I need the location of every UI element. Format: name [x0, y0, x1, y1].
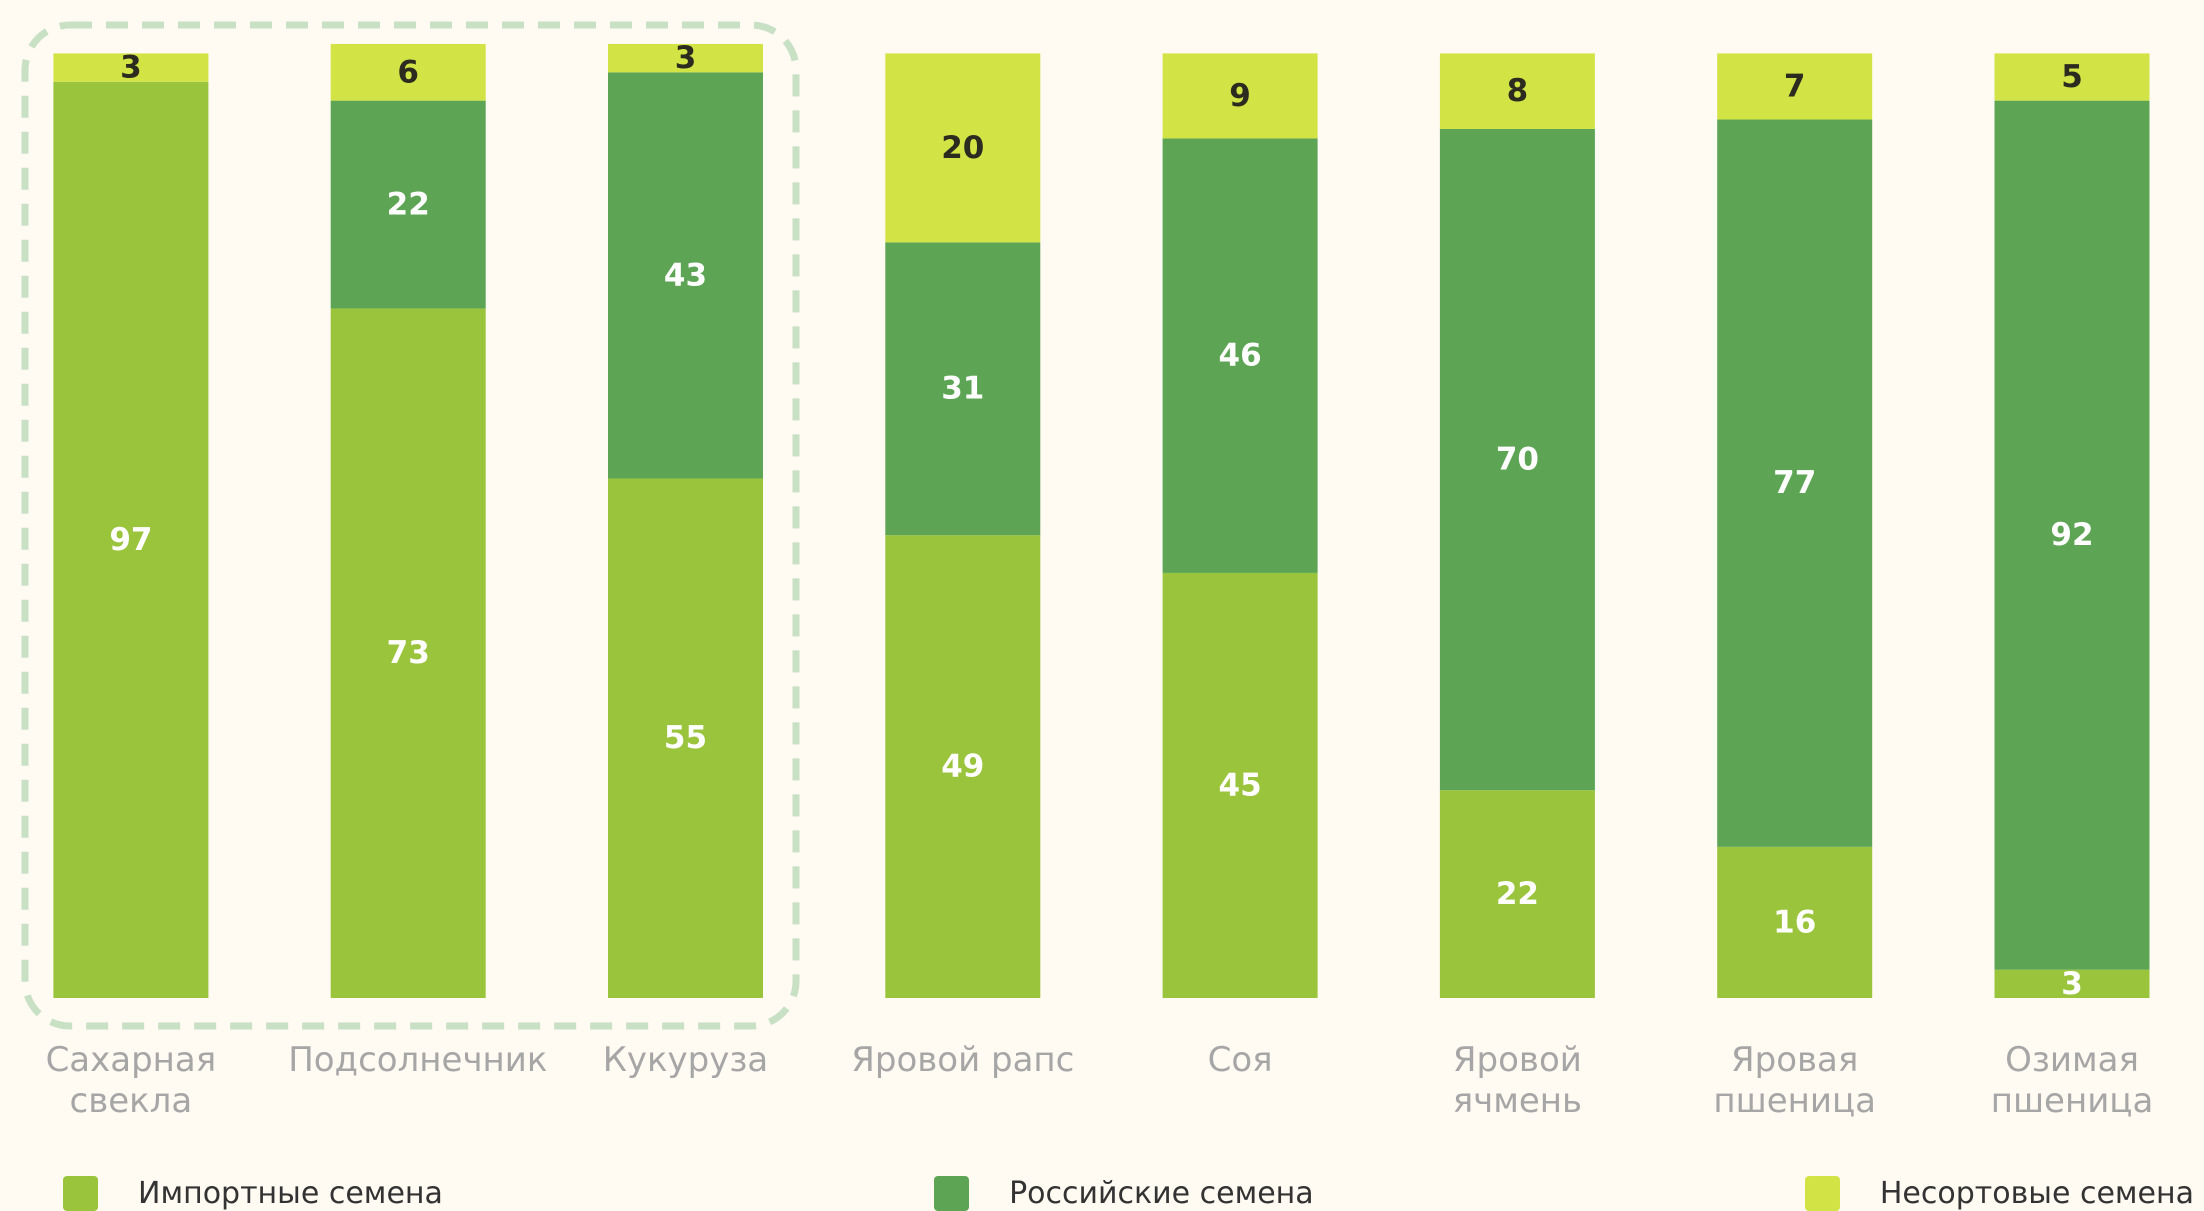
legend-label: Российские семена	[1009, 1176, 1314, 1211]
data-label: 8	[1507, 73, 1529, 109]
data-label: 70	[1496, 442, 1539, 478]
legend-swatch	[1804, 1176, 1840, 1211]
data-label: 7	[1784, 68, 1806, 104]
data-label: 16	[1773, 904, 1816, 940]
legend-swatch	[934, 1176, 970, 1211]
data-label: 43	[664, 257, 707, 293]
data-label: 92	[2050, 517, 2093, 553]
bar-segment	[1162, 572, 1318, 998]
data-label: 20	[941, 130, 984, 166]
bar-segment	[1994, 53, 2150, 101]
category-label: Соя	[1207, 1040, 1273, 1080]
data-label: 22	[387, 187, 430, 223]
bar-segment	[1717, 53, 1873, 120]
data-label: 22	[1496, 876, 1539, 912]
bar-segment	[885, 535, 1041, 998]
bar-segment	[330, 100, 486, 309]
category-label: Подсолнечник	[288, 1040, 548, 1080]
bar-segment	[330, 308, 486, 998]
legend-label: Импортные семена	[138, 1176, 443, 1211]
bar-segment	[1162, 53, 1318, 139]
data-label: 3	[120, 50, 142, 86]
bar-segment	[1717, 846, 1873, 998]
legend-item: Импортные семена	[63, 1176, 443, 1211]
data-label: 55	[664, 720, 707, 756]
bar-segment	[330, 43, 486, 101]
bar-segment	[1717, 119, 1873, 847]
bar-segment	[53, 53, 209, 82]
bar-segment	[608, 43, 763, 73]
legend: Импортные семена Российские семена Несорто…	[63, 1176, 2194, 1211]
legend-item: Российские семена	[934, 1176, 1314, 1211]
data-label: 77	[1773, 465, 1816, 501]
legend-label: Несортовые семена	[1879, 1176, 2194, 1211]
data-label: 49	[941, 749, 984, 785]
data-label: 5	[2061, 59, 2083, 95]
data-label: 97	[109, 522, 152, 558]
category-label: Сахарная свекла	[45, 1040, 217, 1121]
category-label: Яровая пшеница	[1713, 1040, 1876, 1121]
data-label: 6	[397, 54, 419, 90]
bar-segment	[1162, 138, 1318, 573]
category-label: Яровой рапс	[851, 1040, 1075, 1080]
legend-item: Несортовые семена	[1804, 1176, 2194, 1211]
legend-swatch	[63, 1176, 98, 1211]
data-label: 46	[1219, 338, 1262, 374]
bar-segment	[1994, 969, 2150, 998]
category-label: Кукуруза	[602, 1040, 769, 1080]
data-label: 3	[2061, 966, 2083, 1002]
data-label: 31	[941, 371, 984, 407]
bar-segment	[1994, 100, 2150, 970]
bar-segment	[1439, 128, 1595, 791]
bar-segment	[1439, 790, 1595, 998]
data-label: 73	[387, 635, 430, 671]
bar-segment	[885, 53, 1041, 243]
category-label: Яровой ячмень	[1452, 1040, 1583, 1121]
data-label: 45	[1219, 767, 1262, 803]
bar-segment	[885, 242, 1041, 536]
category-label: Озимая пшеница	[1990, 1040, 2154, 1121]
data-label: 9	[1229, 78, 1251, 114]
bar-segment	[1439, 53, 1595, 129]
data-label: 3	[675, 40, 697, 76]
bar-segment	[608, 478, 763, 999]
bar-segment	[608, 72, 763, 479]
highlight-box	[21, 21, 800, 1030]
bar-segment	[53, 81, 209, 999]
